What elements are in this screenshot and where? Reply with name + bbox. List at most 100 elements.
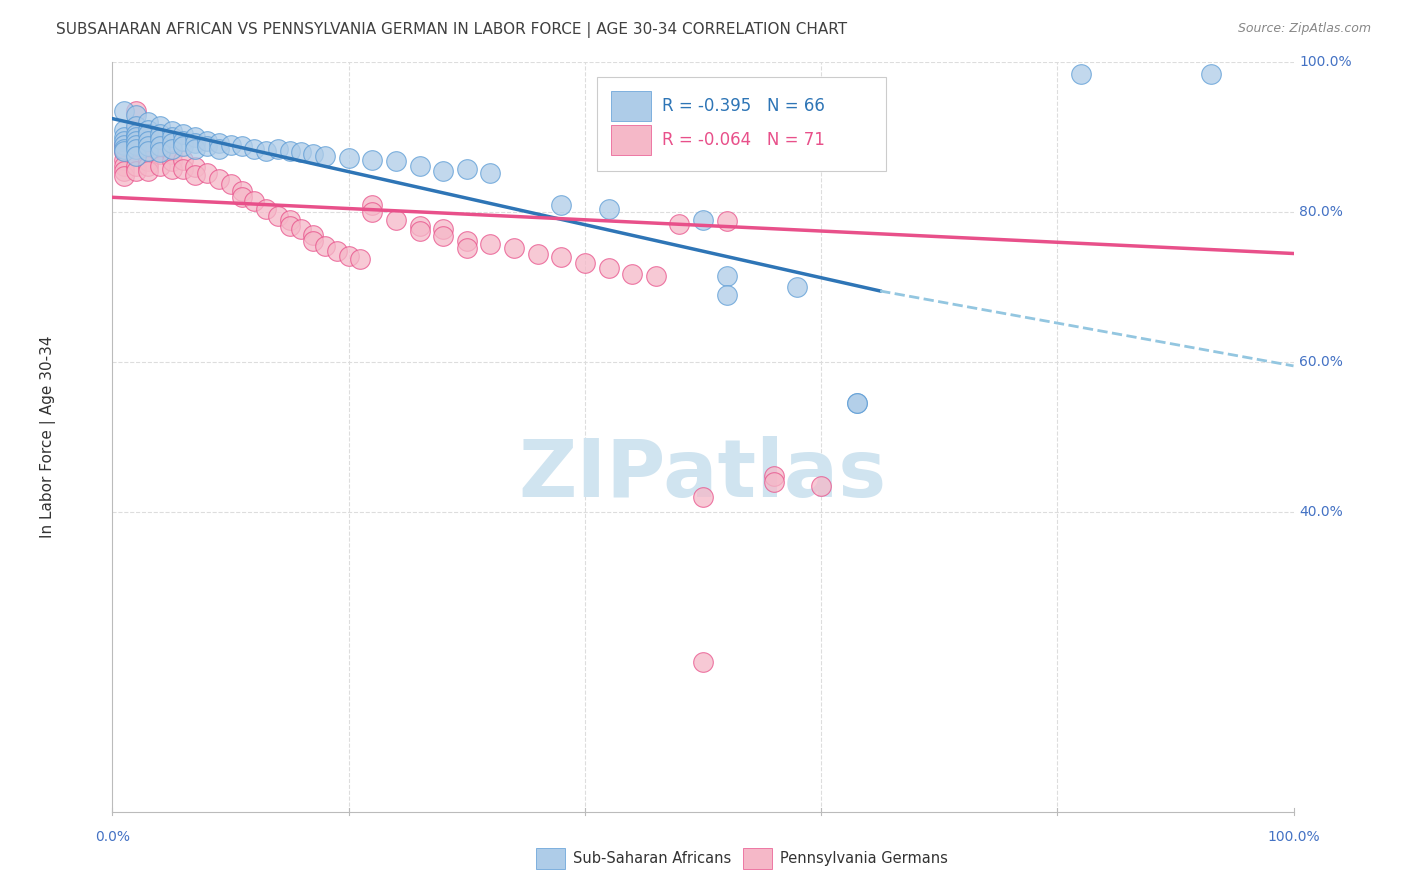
Point (349, 252, 371, 266)
Point (550, 250, 572, 264)
Point (254, 202, 277, 216)
Point (112, 104, 135, 119)
Point (314, 239, 336, 253)
Point (125, 137, 148, 152)
Text: Pennsylvania Germans: Pennsylvania Germans (780, 851, 948, 865)
Point (125, 137, 148, 152)
Point (125, 130, 148, 145)
Point (136, 159, 159, 173)
Point (136, 115, 159, 129)
Point (112, 153, 135, 167)
Point (112, 164, 135, 178)
Text: SUBSAHARAN AFRICAN VS PENNSYLVANIA GERMAN IN LABOR FORCE | AGE 30-34 CORRELATION: SUBSAHARAN AFRICAN VS PENNSYLVANIA GERMA… (56, 22, 848, 38)
Point (172, 127, 194, 141)
Point (290, 221, 312, 235)
Point (598, 202, 620, 216)
Point (479, 236, 502, 251)
Point (125, 142, 148, 156)
Point (668, 217, 690, 231)
Point (231, 139, 253, 153)
Point (149, 159, 172, 173)
Point (385, 212, 408, 227)
Text: ZIPatlas: ZIPatlas (519, 435, 887, 514)
Point (136, 154, 159, 169)
Text: Source: ZipAtlas.com: Source: ZipAtlas.com (1237, 22, 1371, 36)
Point (149, 127, 172, 141)
Point (184, 142, 207, 156)
Point (456, 241, 478, 255)
Point (160, 130, 183, 145)
Point (125, 130, 148, 145)
Text: 80.0%: 80.0% (1299, 205, 1343, 219)
Point (302, 234, 325, 248)
Point (692, 655, 714, 669)
Point (149, 119, 172, 133)
Point (125, 149, 148, 163)
Point (172, 134, 194, 148)
Point (432, 229, 454, 244)
Point (195, 139, 218, 153)
Text: R = -0.395   N = 66: R = -0.395 N = 66 (662, 97, 824, 115)
Point (598, 261, 620, 276)
Point (136, 139, 159, 153)
Point (810, 479, 832, 493)
Point (692, 490, 714, 504)
Point (326, 244, 349, 259)
Point (112, 142, 135, 156)
Point (762, 475, 785, 489)
Point (290, 145, 312, 160)
Point (408, 159, 430, 173)
Point (172, 139, 194, 153)
Point (845, 396, 868, 410)
Point (692, 212, 714, 227)
Point (479, 166, 502, 180)
Point (219, 177, 242, 191)
Point (112, 145, 135, 160)
Point (219, 137, 242, 152)
Point (184, 136, 207, 151)
Point (112, 137, 135, 152)
Point (136, 164, 159, 178)
Point (716, 287, 738, 301)
Point (136, 127, 159, 141)
FancyBboxPatch shape (610, 91, 651, 121)
Point (149, 146, 172, 161)
Point (456, 161, 478, 176)
Point (1199, 67, 1222, 81)
Point (112, 137, 135, 152)
Point (125, 164, 148, 178)
Point (136, 134, 159, 148)
Point (136, 144, 159, 158)
Point (208, 171, 231, 186)
Point (112, 134, 135, 148)
Text: 0.0%: 0.0% (96, 830, 129, 845)
Point (195, 166, 218, 180)
Point (267, 209, 290, 223)
Point (125, 108, 148, 122)
FancyBboxPatch shape (537, 848, 565, 869)
Point (621, 267, 644, 281)
Text: Sub-Saharan Africans: Sub-Saharan Africans (574, 851, 731, 865)
Point (125, 134, 148, 148)
Point (302, 227, 325, 242)
Point (408, 219, 430, 233)
Point (762, 469, 785, 483)
Point (526, 246, 548, 260)
Point (172, 161, 194, 176)
Point (125, 127, 148, 141)
Point (149, 132, 172, 146)
Point (112, 159, 135, 173)
Point (337, 152, 360, 166)
Point (160, 142, 183, 156)
Point (112, 123, 135, 137)
FancyBboxPatch shape (744, 848, 772, 869)
Point (254, 144, 277, 158)
Point (149, 145, 172, 160)
Point (456, 234, 478, 248)
Point (160, 154, 183, 169)
Point (432, 164, 454, 178)
Point (550, 198, 572, 212)
Point (160, 161, 183, 176)
Point (125, 119, 148, 133)
Point (136, 145, 159, 160)
